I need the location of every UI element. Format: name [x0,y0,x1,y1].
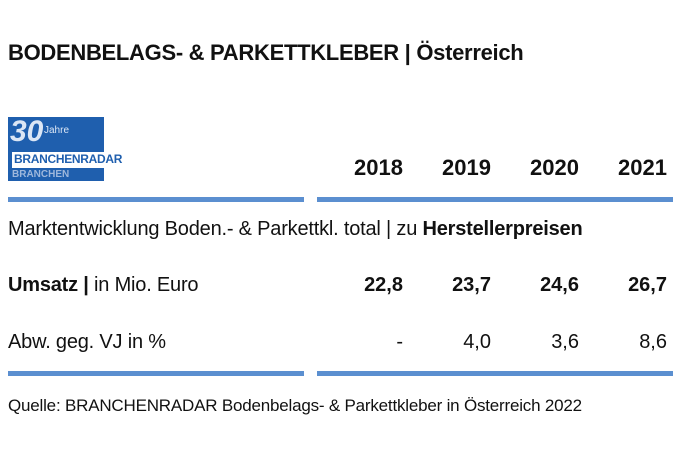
row-label-rest: in Mio. Euro [88,274,199,296]
table-cell: 22,8 [364,274,403,296]
branchenradar-logo: 30 Jahre BRANCHENRADAR BRANCHEN [8,115,122,181]
row-label-abweichung: Abw. geg. VJ in % [8,331,166,354]
source-note: Quelle: BRANCHENRADAR Bodenbelags- & Par… [8,396,582,415]
row-label-rest: Abw. geg. VJ in % [8,331,166,353]
logo-brand-text: BRANCHENRADAR [14,152,123,166]
header-divider-right [317,197,673,202]
table-cell: - [396,331,403,353]
table-cell: 8,6 [639,331,667,353]
logo-jahre: Jahre [44,125,70,136]
row-label-umsatz: Umsatz | in Mio. Euro [8,274,199,297]
table-cell: 23,7 [452,274,491,296]
table-cell: 3,6 [551,331,579,353]
column-header-2021: 2021 [618,155,667,180]
page-title: BODENBELAGS- & PARKETTKLEBER | Österreic… [8,40,524,65]
footer-divider-left [8,371,304,376]
section-heading-text: Marktentwicklung Boden.- & Parkettkl. to… [8,218,423,240]
header-divider-left [8,197,304,202]
column-header-2018: 2018 [354,155,403,180]
table-cell: 26,7 [628,274,667,296]
column-header-2020: 2020 [530,155,579,180]
table-cell: 4,0 [463,331,491,353]
logo-number: 30 [10,115,44,148]
table-cell: 24,6 [540,274,579,296]
logo-brand-shadow: BRANCHEN [12,169,70,180]
row-label-bold: Umsatz | [8,274,89,296]
logo-brand-strip: BRANCHENRADAR [12,152,123,168]
section-heading-emphasis: Herstellerpreisen [422,218,583,240]
footer-divider-right [317,371,673,376]
section-heading: Marktentwicklung Boden.- & Parkettkl. to… [8,218,583,241]
column-header-2019: 2019 [442,155,491,180]
